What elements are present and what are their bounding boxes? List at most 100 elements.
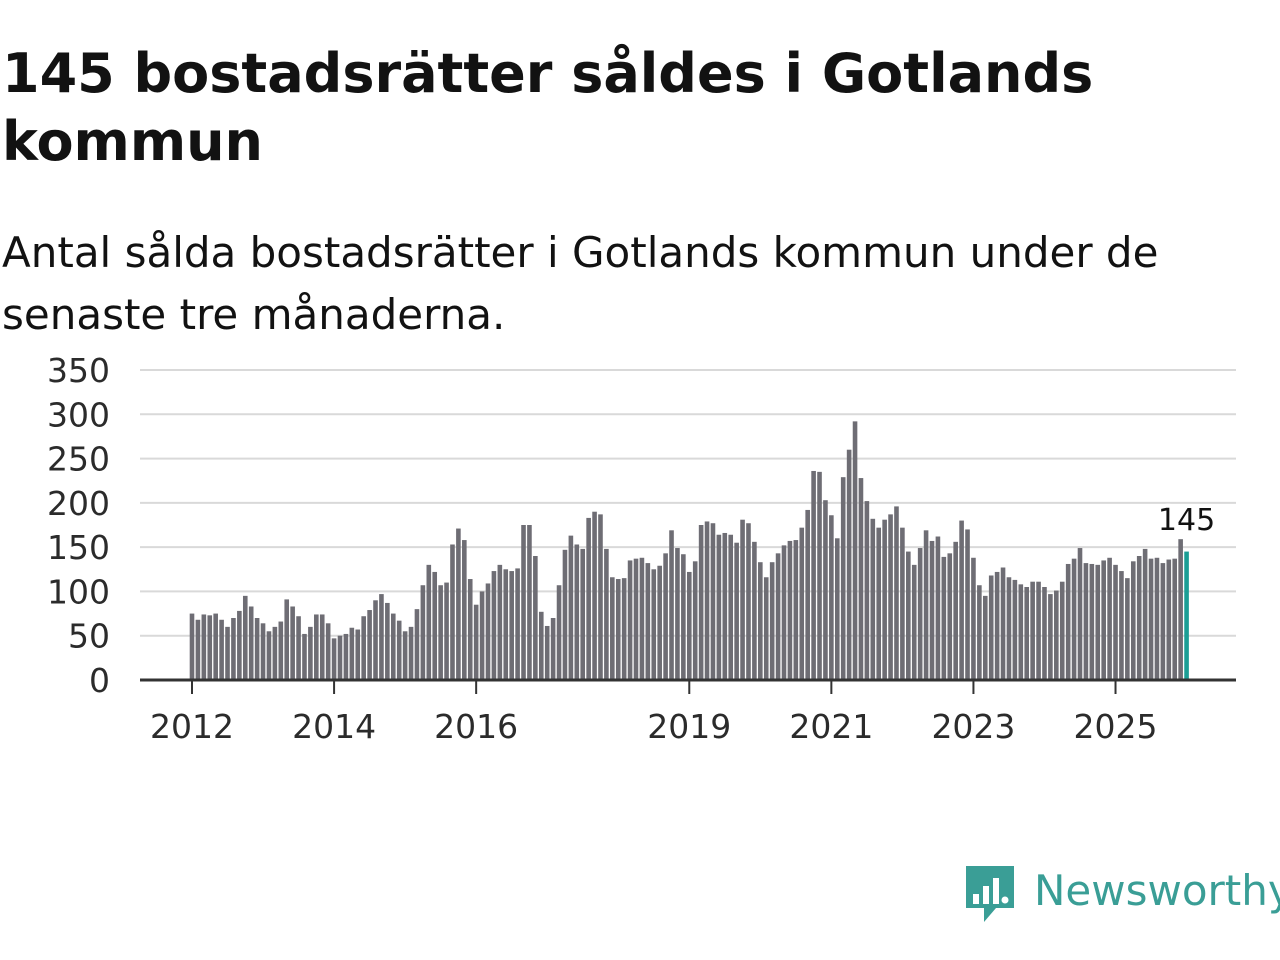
bar xyxy=(870,518,876,680)
bar xyxy=(331,638,337,680)
bar xyxy=(710,523,716,680)
bar xyxy=(775,553,781,680)
bar xyxy=(1077,548,1083,680)
bar xyxy=(1089,563,1095,680)
y-tick-label: 350 xyxy=(47,351,110,390)
bar xyxy=(343,633,349,680)
bar xyxy=(615,579,621,680)
bar xyxy=(787,540,793,680)
bar xyxy=(917,548,923,680)
bar xyxy=(639,557,645,680)
bar xyxy=(681,554,686,680)
bar xyxy=(396,620,402,680)
newsworthy-logo-icon xyxy=(966,866,1014,922)
bar xyxy=(242,595,248,680)
bar xyxy=(509,571,514,680)
bar xyxy=(1113,564,1118,680)
bar xyxy=(746,523,751,680)
bar xyxy=(829,515,834,680)
bar xyxy=(704,521,710,680)
bar xyxy=(515,568,520,680)
bar xyxy=(349,627,355,680)
bar xyxy=(592,511,597,680)
bar xyxy=(864,501,870,680)
bar xyxy=(959,520,964,680)
bar xyxy=(911,564,917,680)
bar xyxy=(858,478,864,680)
bar xyxy=(373,600,378,680)
bar xyxy=(840,477,846,680)
bar xyxy=(852,421,858,680)
bar xyxy=(195,619,201,680)
bar xyxy=(521,525,526,680)
bar xyxy=(1136,556,1142,680)
bar xyxy=(1166,559,1172,680)
y-axis-ticks: 0 50 100 150 200 250 300 350 xyxy=(47,351,110,700)
bar xyxy=(675,548,680,680)
bar xyxy=(462,540,467,680)
bar xyxy=(657,565,662,680)
bar xyxy=(586,517,591,680)
bar xyxy=(473,604,479,680)
bar xyxy=(977,585,982,680)
bar xyxy=(237,610,242,680)
bar xyxy=(1036,581,1041,680)
bar xyxy=(367,610,372,680)
bar xyxy=(698,525,704,680)
bar xyxy=(752,541,757,680)
bar xyxy=(1083,563,1089,680)
bar xyxy=(1042,587,1047,680)
bar xyxy=(1012,579,1018,680)
bar xyxy=(497,564,503,680)
bar xyxy=(556,585,562,680)
bar xyxy=(610,577,615,680)
bar xyxy=(994,571,1000,680)
bar xyxy=(574,544,580,680)
y-tick-label: 150 xyxy=(47,528,110,567)
bar xyxy=(538,611,544,680)
x-tick-label: 2019 xyxy=(647,707,731,746)
bar xyxy=(414,609,420,680)
bar xyxy=(621,578,627,680)
x-tick-label: 2021 xyxy=(789,707,873,746)
bar xyxy=(290,606,295,680)
bar xyxy=(598,514,603,680)
x-tick-label: 2023 xyxy=(931,707,1015,746)
bar xyxy=(248,606,254,680)
bar xyxy=(834,538,840,680)
bar xyxy=(1142,548,1148,680)
bar xyxy=(1030,581,1035,680)
bar xyxy=(337,635,343,680)
bar xyxy=(189,613,195,680)
bar xyxy=(379,594,384,680)
bar xyxy=(692,561,698,680)
brand-name: Newsworthy xyxy=(1034,866,1280,915)
bar xyxy=(408,626,414,680)
bar xyxy=(231,618,236,680)
bar xyxy=(260,623,266,680)
bar xyxy=(450,544,455,680)
bar xyxy=(823,500,828,680)
bar xyxy=(876,527,882,680)
bar xyxy=(266,631,272,680)
x-tick-label: 2012 xyxy=(150,707,234,746)
bar xyxy=(734,542,739,680)
bar xyxy=(284,599,290,680)
bar xyxy=(314,614,319,680)
bar xyxy=(491,571,497,680)
bar xyxy=(846,449,852,680)
y-tick-label: 200 xyxy=(47,484,110,523)
x-axis-ticks: 2012 2014 2016 2019 2021 2023 2025 xyxy=(150,680,1158,746)
bar xyxy=(272,626,278,680)
bar xyxy=(361,616,366,680)
bar xyxy=(426,564,432,680)
bar xyxy=(1154,557,1160,680)
bar xyxy=(1119,571,1124,680)
x-tick-label: 2014 xyxy=(292,707,376,746)
bar xyxy=(811,470,816,680)
bar xyxy=(1054,590,1059,680)
bar xyxy=(1148,558,1154,680)
bar xyxy=(769,562,775,680)
y-tick-label: 50 xyxy=(68,617,110,656)
bar xyxy=(906,551,911,680)
